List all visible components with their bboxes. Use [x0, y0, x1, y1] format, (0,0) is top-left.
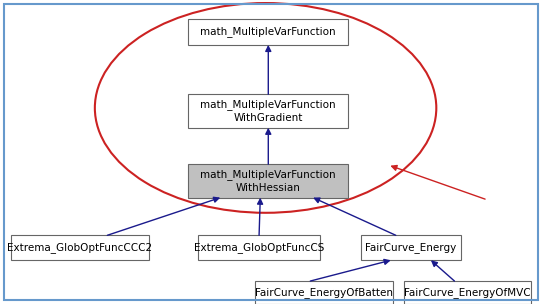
- Text: Extrema_GlobOptFuncCS: Extrema_GlobOptFuncCS: [194, 242, 324, 253]
- Text: FairCurve_Energy: FairCurve_Energy: [365, 242, 456, 253]
- Bar: [189, 164, 348, 198]
- Bar: [198, 235, 320, 260]
- Bar: [255, 281, 393, 304]
- Bar: [10, 235, 149, 260]
- Bar: [189, 19, 348, 45]
- Text: math_MultipleVarFunction
WithHessian: math_MultipleVarFunction WithHessian: [201, 169, 336, 192]
- Bar: [403, 281, 531, 304]
- Text: FairCurve_EnergyOfBatten: FairCurve_EnergyOfBatten: [255, 287, 393, 298]
- Text: Extrema_GlobOptFuncCCC2: Extrema_GlobOptFuncCCC2: [7, 242, 152, 253]
- Bar: [189, 94, 348, 128]
- Text: math_MultipleVarFunction
WithGradient: math_MultipleVarFunction WithGradient: [201, 99, 336, 123]
- Text: math_MultipleVarFunction: math_MultipleVarFunction: [201, 26, 336, 37]
- Bar: [360, 235, 461, 260]
- Text: FairCurve_EnergyOfMVC: FairCurve_EnergyOfMVC: [404, 287, 531, 298]
